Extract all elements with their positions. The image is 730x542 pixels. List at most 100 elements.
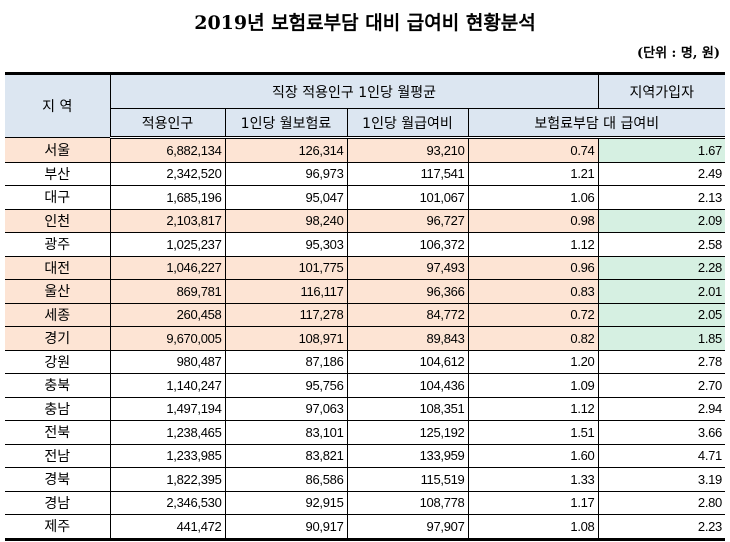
region-cell: 전북: [5, 420, 111, 445]
ratio-cell: 1.20: [467, 349, 599, 374]
table-row: 광주 1,025,237 95,303 106,372 1.12 2.58: [5, 232, 725, 257]
table-row: 부산 2,342,520 96,973 117,541 1.21 2.49: [5, 161, 725, 186]
table-row: 경기 9,670,005 108,971 89,843 0.82 1.85: [5, 326, 725, 351]
table-row: 세종 260,458 117,278 84,772 0.72 2.05: [5, 302, 725, 327]
benefit-cell: 97,907: [346, 514, 469, 540]
header-workplace-group: 직장 적용인구 1인당 월평균: [109, 73, 599, 109]
ratio-cell: 1.09: [467, 373, 599, 398]
ratio-cell: 0.82: [467, 326, 599, 351]
population-cell: 2,103,817: [109, 208, 226, 233]
header-region: 지 역: [5, 73, 111, 138]
population-cell: 2,342,520: [109, 161, 226, 186]
premium-cell: 87,186: [224, 349, 348, 374]
premium-cell: 95,303: [224, 232, 348, 257]
regional-ratio-cell: 1.85: [597, 326, 725, 351]
table-row: 충남 1,497,194 97,063 108,351 1.12 2.94: [5, 396, 725, 421]
table-row: 경북 1,822,395 86,586 115,519 1.33 3.19: [5, 467, 725, 492]
benefit-cell: 101,067: [346, 185, 469, 210]
regional-ratio-cell: 1.67: [597, 137, 725, 163]
benefit-cell: 125,192: [346, 420, 469, 445]
region-cell: 강원: [5, 349, 111, 374]
regional-ratio-cell: 2.23: [597, 514, 725, 540]
benefit-cell: 117,541: [346, 161, 469, 186]
benefit-cell: 108,778: [346, 490, 469, 515]
header-ratio: 보험료부담 대 급여비: [467, 108, 725, 139]
header-population: 적용인구: [110, 108, 226, 139]
header-premium: 1인당 월보험료: [224, 108, 348, 139]
benefit-cell: 84,772: [346, 302, 469, 327]
premium-cell: 92,915: [224, 490, 348, 515]
population-cell: 441,472: [109, 514, 226, 540]
premium-cell: 96,973: [224, 161, 348, 186]
regional-ratio-cell: 2.05: [597, 302, 725, 327]
regional-ratio-cell: 2.01: [597, 279, 725, 304]
population-cell: 9,670,005: [109, 326, 226, 351]
population-cell: 1,140,247: [109, 373, 226, 398]
benefit-cell: 108,351: [346, 396, 469, 421]
page-title: 2019년 보험료부담 대비 급여비 현황분석: [194, 12, 536, 34]
premium-cell: 83,821: [224, 443, 348, 468]
table-row: 전북 1,238,465 83,101 125,192 1.51 3.66: [5, 420, 725, 445]
premium-cell: 95,756: [224, 373, 348, 398]
benefit-cell: 96,366: [346, 279, 469, 304]
table-row: 서울 6,882,134 126,314 93,210 0.74 1.67: [5, 137, 725, 163]
region-cell: 충북: [5, 373, 111, 398]
ratio-cell: 1.06: [467, 185, 599, 210]
ratio-cell: 1.12: [467, 232, 599, 257]
benefit-cell: 89,843: [346, 326, 469, 351]
regional-ratio-cell: 2.70: [597, 373, 725, 398]
regional-ratio-cell: 3.66: [597, 420, 725, 445]
population-cell: 6,882,134: [109, 137, 226, 163]
region-cell: 경기: [5, 326, 111, 351]
benefit-cell: 106,372: [346, 232, 469, 257]
premium-cell: 117,278: [224, 302, 348, 327]
population-cell: 1,233,985: [109, 443, 226, 468]
regional-ratio-cell: 2.49: [597, 161, 725, 186]
regional-ratio-cell: 2.28: [597, 255, 725, 280]
ratio-cell: 1.33: [467, 467, 599, 492]
table-row: 충북 1,140,247 95,756 104,436 1.09 2.70: [5, 373, 725, 398]
ratio-cell: 0.72: [467, 302, 599, 327]
region-cell: 경북: [5, 467, 111, 492]
region-cell: 광주: [5, 232, 111, 257]
table-row: 경남 2,346,530 92,915 108,778 1.17 2.80: [5, 490, 725, 515]
premium-cell: 83,101: [224, 420, 348, 445]
ratio-cell: 1.08: [467, 514, 599, 540]
table-row: 제주 441,472 90,917 97,907 1.08 2.23: [5, 514, 725, 540]
premium-cell: 97,063: [224, 396, 348, 421]
region-cell: 서울: [5, 137, 111, 163]
benefit-cell: 97,493: [346, 255, 469, 280]
regional-ratio-cell: 3.19: [597, 467, 725, 492]
region-cell: 울산: [5, 279, 111, 304]
region-cell: 충남: [5, 396, 111, 421]
data-table: 지 역 직장 적용인구 1인당 월평균 지역가입자 적용인구 1인당 월보험료 …: [5, 72, 725, 541]
ratio-cell: 1.60: [467, 443, 599, 468]
population-cell: 1,685,196: [109, 185, 226, 210]
region-cell: 부산: [5, 161, 111, 186]
region-cell: 세종: [5, 302, 111, 327]
benefit-cell: 104,612: [346, 349, 469, 374]
premium-cell: 116,117: [224, 279, 348, 304]
premium-cell: 101,775: [224, 255, 348, 280]
population-cell: 869,781: [109, 279, 226, 304]
benefit-cell: 133,959: [346, 443, 469, 468]
region-cell: 경남: [5, 490, 111, 515]
table-row: 대구 1,685,196 95,047 101,067 1.06 2.13: [5, 185, 725, 210]
ratio-cell: 1.12: [467, 396, 599, 421]
population-cell: 1,046,227: [109, 255, 226, 280]
benefit-cell: 115,519: [346, 467, 469, 492]
regional-ratio-cell: 2.13: [597, 185, 725, 210]
region-cell: 전남: [5, 443, 111, 468]
ratio-cell: 0.83: [467, 279, 599, 304]
ratio-cell: 0.98: [467, 208, 599, 233]
premium-cell: 90,917: [224, 514, 348, 540]
region-cell: 대구: [5, 185, 111, 210]
benefit-cell: 104,436: [346, 373, 469, 398]
region-cell: 인천: [5, 208, 111, 233]
ratio-cell: 1.17: [467, 490, 599, 515]
regional-ratio-cell: 2.09: [597, 208, 725, 233]
table-row: 대전 1,046,227 101,775 97,493 0.96 2.28: [5, 255, 725, 280]
table-body: 서울 6,882,134 126,314 93,210 0.74 1.67 부산 2,342,…: [5, 137, 725, 540]
region-cell: 제주: [5, 514, 111, 540]
regional-ratio-cell: 2.94: [597, 396, 725, 421]
